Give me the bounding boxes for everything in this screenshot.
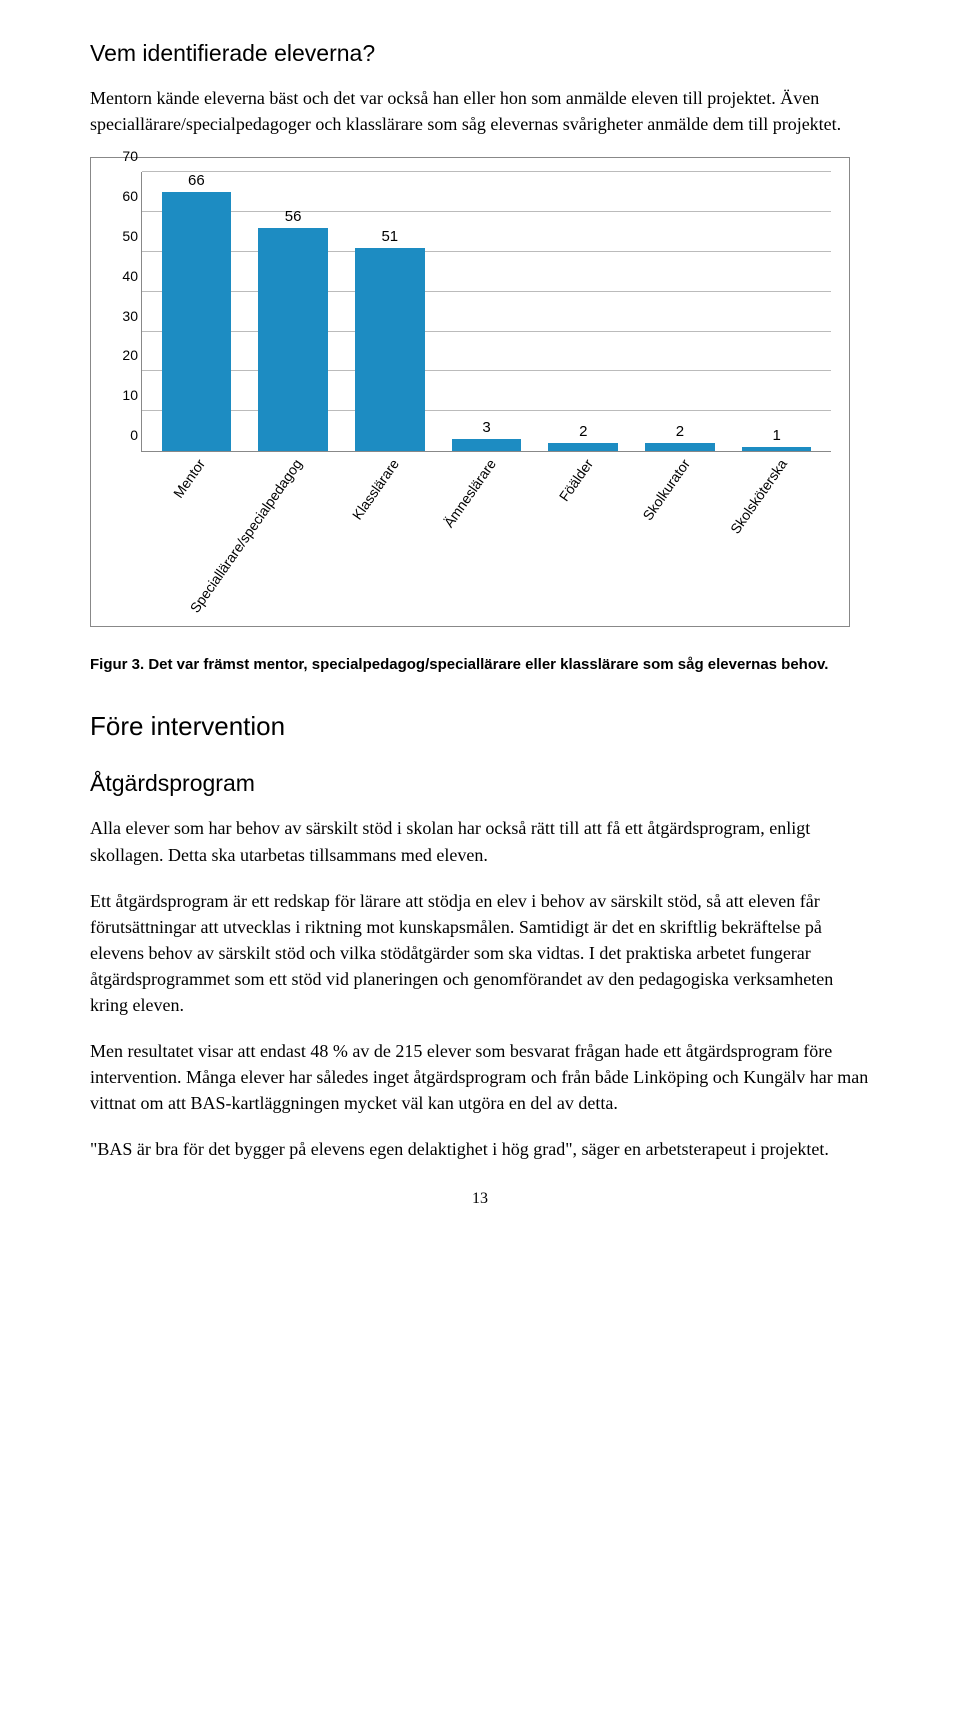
chart-x-label: Ämneslärare <box>440 456 499 530</box>
chart-bar-value: 56 <box>285 208 302 225</box>
chart-x-label-slot: Speciallärare/specialpedagog <box>244 452 341 602</box>
chart-bar-slot: 1 <box>728 172 825 451</box>
chart-bar-value: 2 <box>579 423 587 440</box>
chart-y-tick: 20 <box>112 347 138 363</box>
chart-x-label: Mentor <box>170 456 208 501</box>
chart-y-tick: 60 <box>112 188 138 204</box>
chart-y-tick: 50 <box>112 228 138 244</box>
chart-bars: 66 56 51 3 2 2 1 <box>142 172 831 451</box>
chart-bar <box>258 228 328 451</box>
chart-x-label: Skolkurator <box>639 456 693 523</box>
chart-bar-slot: 2 <box>535 172 632 451</box>
chart-x-label-slot: Skolsköterska <box>728 452 825 602</box>
quote-paragraph: "BAS är bra för det bygger på elevens eg… <box>90 1136 870 1162</box>
chart-y-tick: 10 <box>112 387 138 403</box>
chart-bar-value: 1 <box>773 427 781 444</box>
chart-x-label-slot: Klasslärare <box>341 452 438 602</box>
section-heading-2: Före intervention <box>90 711 870 742</box>
chart-bar-slot: 2 <box>632 172 729 451</box>
chart-bar-value: 51 <box>381 228 398 245</box>
chart-bar <box>452 439 522 451</box>
chart-plot-area: 0102030405060706656513221 <box>141 172 831 452</box>
chart-bar-value: 2 <box>676 423 684 440</box>
chart-bar-slot: 56 <box>245 172 342 451</box>
chart-bar-value: 66 <box>188 172 205 189</box>
chart-bar <box>162 192 232 451</box>
bar-chart: 0102030405060706656513221 MentorSpeciall… <box>90 157 850 627</box>
chart-y-tick: 30 <box>112 308 138 324</box>
chart-bar <box>645 443 715 451</box>
intro-paragraph: Mentorn kände eleverna bäst och det var … <box>90 85 870 137</box>
chart-x-label-slot: Skolkurator <box>631 452 728 602</box>
page-number: 13 <box>90 1190 870 1208</box>
chart-x-label: Föälder <box>556 456 596 504</box>
chart-bar <box>742 447 812 451</box>
chart-bar-value: 3 <box>482 419 490 436</box>
chart-x-axis-labels: Mentor Speciallärare/specialpedagogKlassl… <box>141 452 831 602</box>
chart-x-label: Skolsköterska <box>727 456 790 537</box>
chart-y-tick: 0 <box>112 427 138 443</box>
chart-bar <box>548 443 618 451</box>
chart-bar-slot: 3 <box>438 172 535 451</box>
chart-bar-slot: 51 <box>341 172 438 451</box>
chart-x-label-slot: Ämneslärare <box>438 452 535 602</box>
subsection-heading: Åtgärdsprogram <box>90 770 870 797</box>
chart-bar <box>355 248 425 451</box>
chart-y-tick: 70 <box>112 148 138 164</box>
chart-x-label-slot: Föälder <box>534 452 631 602</box>
chart-x-label-slot: Mentor <box>147 452 244 602</box>
chart-y-tick: 40 <box>112 268 138 284</box>
body-paragraph: Alla elever som har behov av särskilt st… <box>90 815 870 867</box>
body-paragraph: Men resultatet visar att endast 48 % av … <box>90 1038 870 1116</box>
figure-caption: Figur 3. Det var främst mentor, specialp… <box>90 655 870 675</box>
chart-x-label: Klasslärare <box>349 456 402 523</box>
section-heading: Vem identifierade eleverna? <box>90 40 870 67</box>
body-paragraph: Ett åtgärdsprogram är ett redskap för lä… <box>90 888 870 1018</box>
chart-bar-slot: 66 <box>148 172 245 451</box>
